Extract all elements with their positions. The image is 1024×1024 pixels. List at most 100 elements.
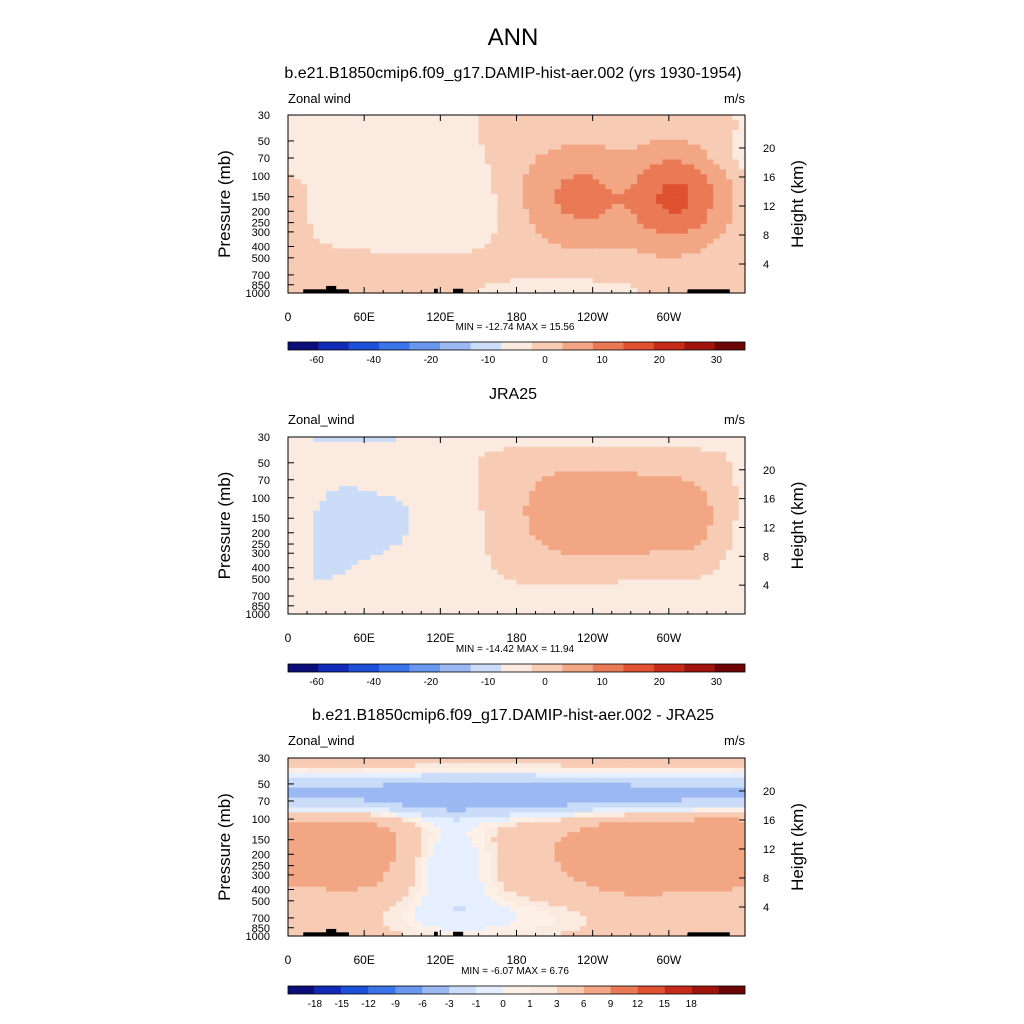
field-cell	[573, 491, 581, 497]
field-cell	[294, 218, 302, 225]
field-cell	[326, 169, 334, 175]
field-cell	[440, 496, 448, 502]
field-cell	[560, 437, 568, 443]
field-cell	[345, 149, 353, 156]
field-cell	[433, 545, 441, 551]
field-cell	[643, 550, 651, 556]
field-cell	[370, 115, 378, 121]
field-cell	[624, 525, 632, 532]
field-cell	[694, 530, 702, 536]
field-cell	[586, 451, 594, 458]
field-cell	[618, 545, 626, 551]
field-cell	[421, 481, 429, 487]
field-cell	[618, 253, 626, 259]
field-cell	[637, 496, 645, 502]
field-cell	[497, 589, 505, 595]
field-cell	[459, 550, 467, 556]
field-cell	[560, 263, 568, 269]
field-cell	[529, 238, 537, 245]
field-cell	[478, 184, 486, 190]
field-cell	[484, 283, 492, 289]
field-cell	[357, 441, 365, 448]
field-cell	[586, 500, 594, 507]
field-cell	[738, 199, 746, 205]
field-cell	[408, 486, 416, 492]
field-cell	[541, 119, 549, 126]
field-cell	[440, 278, 448, 284]
field-cell	[440, 238, 448, 245]
field-cell	[294, 129, 302, 136]
field-cell	[719, 208, 727, 215]
field-cell	[529, 134, 537, 141]
field-cell	[510, 520, 518, 527]
field-cell	[351, 535, 359, 541]
field-cell	[522, 589, 530, 595]
field-cell	[662, 194, 670, 200]
field-cell	[554, 505, 562, 512]
field-cell	[484, 174, 492, 180]
field-cell	[364, 283, 372, 289]
field-cell	[459, 555, 467, 561]
field-cell	[656, 505, 664, 512]
field-cell	[738, 574, 746, 581]
field-cell	[338, 204, 346, 210]
field-cell	[433, 124, 441, 131]
field-cell	[516, 451, 524, 458]
field-cell	[453, 263, 460, 269]
y-tick-label: 500	[252, 253, 270, 265]
field-cell	[630, 144, 638, 151]
field-cell	[484, 144, 492, 151]
field-cell	[427, 545, 435, 551]
field-cell	[700, 545, 708, 551]
field-cell	[332, 223, 340, 230]
field-cell	[453, 466, 460, 473]
field-cell	[605, 119, 613, 126]
field-cell	[414, 574, 422, 581]
field-cell	[351, 471, 359, 477]
field-cell	[656, 115, 664, 121]
field-cell	[395, 520, 403, 527]
field-cell	[719, 243, 727, 250]
field-cell	[586, 189, 594, 195]
field-cell	[738, 520, 746, 527]
field-cell	[694, 124, 702, 131]
field-cell	[484, 505, 492, 512]
field-cell	[440, 263, 448, 269]
field-cell	[649, 204, 657, 210]
field-cell	[326, 258, 334, 264]
field-cell	[662, 461, 670, 468]
field-cell	[624, 466, 632, 473]
field-cell	[516, 466, 524, 473]
field-cell	[326, 243, 334, 250]
field-cell	[370, 243, 378, 250]
field-cell	[288, 253, 295, 259]
field-cell	[288, 144, 295, 151]
field-cell	[300, 233, 308, 240]
field-cell	[611, 263, 619, 269]
field-cell	[370, 471, 378, 477]
field-cell	[510, 564, 518, 571]
field-cell	[307, 471, 314, 477]
field-cell	[725, 194, 733, 200]
field-cell	[579, 248, 587, 255]
field-cell	[637, 505, 645, 512]
field-cell	[605, 491, 613, 497]
field-cell	[706, 258, 714, 264]
field-cell	[395, 535, 403, 541]
field-cell	[687, 129, 695, 136]
field-cell	[618, 496, 626, 502]
field-cell	[395, 119, 403, 126]
field-cell	[611, 540, 619, 546]
field-cell	[497, 124, 505, 131]
field-cell	[503, 589, 511, 595]
field-cell	[694, 139, 702, 146]
field-cell	[694, 273, 702, 279]
field-cell	[579, 520, 587, 527]
field-cell	[472, 569, 480, 576]
field-cell	[313, 164, 321, 170]
field-cell	[364, 288, 372, 294]
field-cell	[364, 139, 372, 146]
field-cell	[351, 248, 359, 255]
field-cell	[725, 233, 733, 240]
field-cell	[516, 194, 524, 200]
